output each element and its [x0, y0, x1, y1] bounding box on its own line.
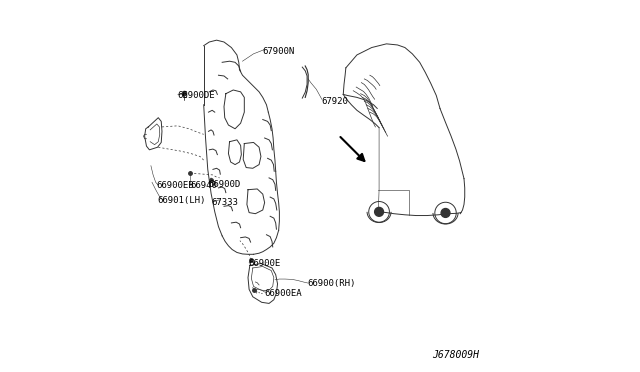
Text: 66900EB: 66900EB: [157, 182, 195, 190]
Text: 67333: 67333: [211, 198, 238, 207]
Text: 66900EA: 66900EA: [264, 289, 302, 298]
Text: 66900E: 66900E: [248, 259, 280, 268]
Text: 66900D: 66900D: [209, 180, 241, 189]
Circle shape: [441, 209, 450, 217]
Text: J678009H: J678009H: [432, 350, 479, 359]
Text: 67920: 67920: [322, 97, 349, 106]
Text: 66901(LH): 66901(LH): [157, 196, 206, 205]
Text: 67900N: 67900N: [263, 47, 295, 56]
Text: 66900(RH): 66900(RH): [308, 279, 356, 288]
Text: 66940: 66940: [190, 182, 217, 190]
Text: 66900DE: 66900DE: [178, 91, 216, 100]
Circle shape: [374, 208, 383, 216]
